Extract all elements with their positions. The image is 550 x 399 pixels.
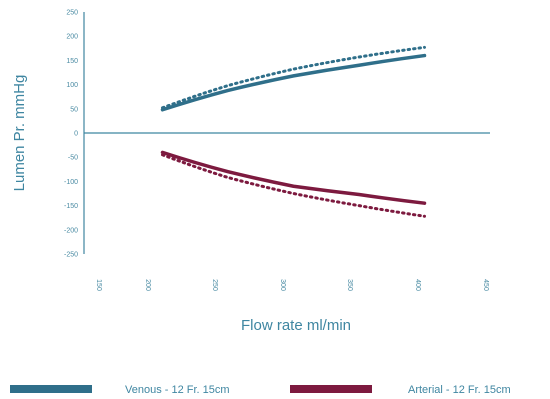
series-line-0 [160, 53, 427, 112]
y-tick-label: 250 [66, 10, 78, 17]
y-tick-label: -50 [68, 155, 78, 162]
legend-swatch-venous [10, 385, 92, 393]
axes [83, 12, 490, 254]
x-tick-label: 350 [346, 279, 353, 291]
y-tick-label: 50 [70, 106, 78, 113]
legend: Venous - 12 Fr. 15cm Arterial - 12 Fr. 1… [10, 384, 511, 396]
x-tick-label: 400 [414, 279, 421, 291]
series-layer [160, 45, 427, 218]
y-tick-label: 200 [66, 34, 78, 41]
x-axis-label: Flow rate ml/min [241, 317, 351, 334]
y-tick-label: -100 [64, 179, 78, 186]
y-tick-labels: 250 200 150 100 50 0 -50 -100 -150 -200 -250 [64, 10, 78, 259]
series-line-1 [161, 45, 426, 110]
x-tick-labels: 150 200 250 300 350 400 450 [95, 279, 489, 291]
y-tick-label: -200 [64, 227, 78, 234]
y-tick-label: 100 [66, 82, 78, 89]
legend-label-venous: Venous - 12 Fr. 15cm [125, 384, 230, 396]
y-axis-label: Lumen Pr. mmHg [11, 75, 28, 192]
series-line-3 [161, 153, 426, 218]
x-tick-label: 300 [279, 279, 286, 291]
x-tick-label: 150 [95, 279, 102, 291]
legend-swatch-arterial [290, 385, 372, 393]
y-tick-label: 150 [66, 58, 78, 65]
x-tick-label: 250 [211, 279, 218, 291]
series-line-2 [160, 150, 427, 205]
y-tick-label: -250 [64, 252, 78, 259]
y-tick-label: -150 [64, 203, 78, 210]
legend-label-arterial: Arterial - 12 Fr. 15cm [408, 384, 511, 396]
x-tick-label: 450 [482, 279, 489, 291]
y-tick-label: 0 [74, 131, 78, 138]
x-tick-label: 200 [144, 279, 151, 291]
